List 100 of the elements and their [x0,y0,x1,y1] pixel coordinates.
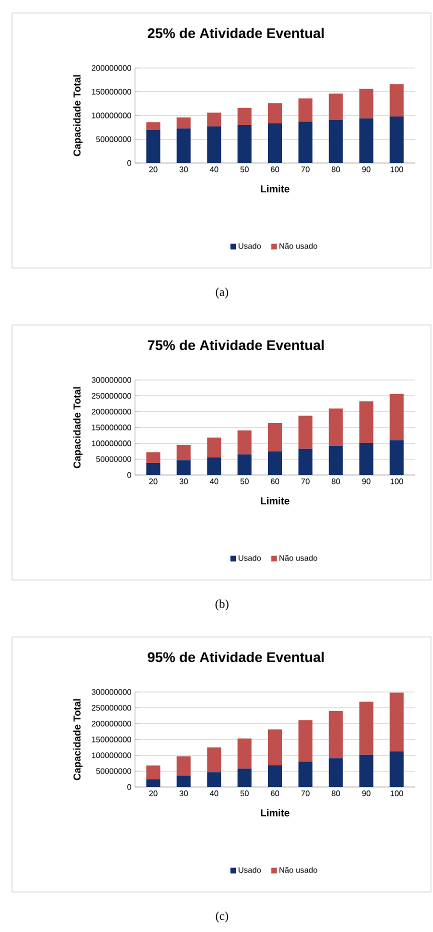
x-tick-label: 100 [390,478,404,484]
bar [268,765,282,787]
bar [298,762,312,787]
x-tick-label: 100 [390,166,404,172]
bar [390,751,404,787]
bar [176,756,191,776]
bar [238,125,252,164]
bar [359,118,374,164]
bar [146,452,160,463]
y-tick-label: 200000000 [92,65,132,71]
bar [328,446,343,475]
chart-title: 75% de Atividade Eventual [148,340,324,350]
bar [238,768,252,787]
x-tick-label: 20 [149,478,158,484]
bar [268,423,282,452]
bar [328,94,343,120]
x-tick-label: 70 [301,166,310,172]
bar [298,416,312,449]
y-tick-label: 50000000 [96,768,132,774]
bar [298,720,312,762]
legend-label: Usado [238,554,261,561]
bar [390,440,404,475]
y-tick-label: 0 [127,472,132,478]
text: (a) [216,288,228,298]
bar [268,103,282,124]
bar [328,120,343,164]
bar [238,738,252,769]
x-axis-title: Limite [260,809,290,816]
y-tick-label: 200000000 [92,408,132,414]
y-tick-label: 200000000 [92,720,132,726]
bar [207,747,222,772]
x-tick-label: 50 [240,166,249,172]
legend-label: Usado [238,866,261,873]
y-tick-label: 0 [127,160,132,166]
y-tick-label: 150000000 [92,424,132,430]
x-tick-label: 40 [210,166,218,172]
bar [146,462,160,475]
y-axis-title: Capacidade Total [73,387,83,468]
bar [268,452,282,475]
bar [359,443,374,475]
x-tick-label: 90 [362,790,370,796]
x-tick-label: 20 [149,790,158,796]
y-tick-label: 50000000 [96,136,132,142]
chart-title: 25% de Atividade Eventual [148,28,324,38]
y-axis-title: Capacidade Total [73,699,83,780]
bar [146,122,160,130]
x-tick-label: 60 [270,790,280,796]
bar [176,460,191,475]
bar [359,702,374,755]
x-tick-label: 80 [332,790,340,796]
x-tick-label: 40 [210,790,218,796]
bar [390,394,404,440]
bar [359,754,374,787]
bar [207,126,222,164]
bar [146,130,160,164]
x-tick-label: 90 [362,478,370,484]
bar [146,765,160,780]
bar [359,88,374,118]
y-tick-label: 0 [127,784,132,790]
x-tick-label: 30 [180,478,188,484]
bar [176,117,191,128]
bar [328,408,343,446]
x-tick-label: 20 [149,166,158,172]
x-axis-title: Limite [260,185,290,192]
bar [390,692,404,752]
bar [238,454,252,475]
legend-label: Usado [238,242,261,249]
bar [298,122,312,164]
bar [207,457,222,475]
y-tick-label: 250000000 [92,704,132,711]
x-tick-label: 70 [301,478,310,484]
x-axis-title: Limite [260,497,290,504]
legend-label: Não usado [280,242,318,249]
bar [390,84,404,116]
legend-label: Não usado [280,554,318,561]
bar [238,108,252,126]
bar [207,772,222,787]
y-tick-label: 100000000 [92,752,132,758]
text: (c) [216,912,228,922]
y-tick-label: 100000000 [92,112,132,118]
x-tick-label: 80 [332,166,340,172]
y-tick-label: 250000000 [92,393,132,399]
y-tick-label: 50000000 [96,456,132,462]
chart-title: 95% de Atividade Eventual [148,652,324,662]
bar [207,438,222,458]
text: (b) [216,600,228,610]
legend-label: Não usado [280,866,318,873]
bar [298,448,312,475]
x-tick-label: 100 [390,790,404,796]
y-tick-label: 300000000 [92,689,132,695]
x-tick-label: 60 [270,478,280,484]
y-axis-title: Capacidade Total [73,75,83,156]
bar [176,128,191,164]
bar [207,112,222,126]
x-tick-label: 60 [270,166,280,172]
bar [176,776,191,787]
bar [359,401,374,444]
x-tick-label: 30 [180,166,188,172]
x-tick-label: 90 [362,166,370,172]
y-tick-label: 150000000 [92,736,132,742]
